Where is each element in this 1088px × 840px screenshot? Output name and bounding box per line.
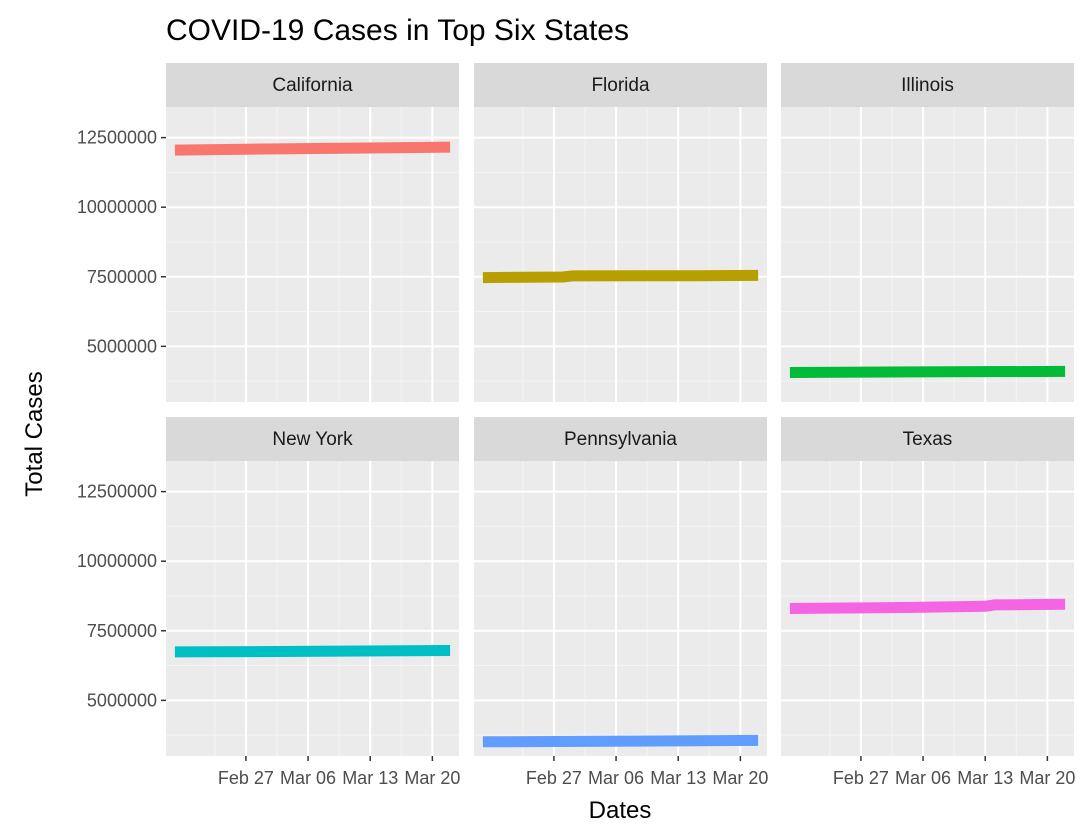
x-tick-label: Mar 13 [342, 768, 398, 788]
x-tick-label: Mar 13 [957, 768, 1013, 788]
plot-background [166, 461, 459, 756]
facet-panel-florida: Florida [474, 63, 767, 402]
y-tick-label: 12500000 [77, 482, 157, 502]
series-line-california [174, 141, 451, 156]
y-tick-label: 7500000 [87, 267, 157, 287]
facet-strip [781, 417, 1074, 461]
facet-strip-label: Texas [903, 429, 953, 450]
y-tick-label: 12500000 [77, 128, 157, 148]
facet-strip-label: California [272, 75, 353, 96]
x-tick-label: Feb 27 [218, 768, 274, 788]
y-axis-title: Total Cases [21, 371, 48, 496]
facet-strip [474, 417, 767, 461]
x-tick-label: Mar 20 [712, 768, 768, 788]
series-line-pennsylvania [482, 734, 759, 748]
plot-background [474, 461, 767, 756]
facet-strip [166, 417, 459, 461]
facet-panel-texas: Texas Feb 27 Mar 06 Mar 13 Mar 20 [781, 417, 1075, 788]
series-line-florida [482, 269, 759, 284]
facet-panel-new-york: New York 5000000 7500000 10000000 12500000 Fe… [77, 417, 460, 788]
facet-strip [781, 63, 1074, 107]
x-tick-label: Mar 06 [895, 768, 951, 788]
x-tick-label: Feb 27 [833, 768, 889, 788]
facet-panel-illinois: Illinois [781, 63, 1074, 402]
x-tick-label: Mar 06 [280, 768, 336, 788]
series-line-new-york [174, 645, 451, 658]
x-axis-title: Dates [589, 797, 652, 824]
y-tick-label: 7500000 [87, 621, 157, 641]
facet-strip-label: Pennsylvania [564, 429, 677, 450]
y-tick-label: 5000000 [87, 690, 157, 710]
facet-strip-label: Florida [591, 75, 650, 96]
facet-strip [166, 63, 459, 107]
facet-strip [474, 63, 767, 107]
y-tick-label: 10000000 [77, 551, 157, 571]
chart-title: COVID-19 Cases in Top Six States [166, 14, 629, 47]
series-line-texas [789, 598, 1066, 614]
y-tick-label: 5000000 [87, 336, 157, 356]
x-tick-label: Mar 20 [404, 768, 460, 788]
x-tick-label: Mar 13 [650, 768, 706, 788]
plot-background [474, 107, 767, 402]
facet-panel-pennsylvania: Pennsylvania Feb 27 Mar 06 Mar 13 Mar 20 [474, 417, 768, 788]
plot-background [781, 107, 1074, 402]
facet-strip-label: New York [272, 429, 353, 450]
facet-grid: California 5000000 7500000 10000000 12500000… [77, 63, 1075, 788]
y-tick-label: 10000000 [77, 197, 157, 217]
x-tick-label: Mar 06 [588, 768, 644, 788]
series-line-illinois [789, 365, 1066, 378]
x-tick-label: Feb 27 [526, 768, 582, 788]
facet-strip-label: Illinois [901, 75, 954, 96]
facet-panel-california: California 5000000 7500000 10000000 12500000 [77, 63, 459, 402]
x-tick-label: Mar 20 [1019, 768, 1075, 788]
